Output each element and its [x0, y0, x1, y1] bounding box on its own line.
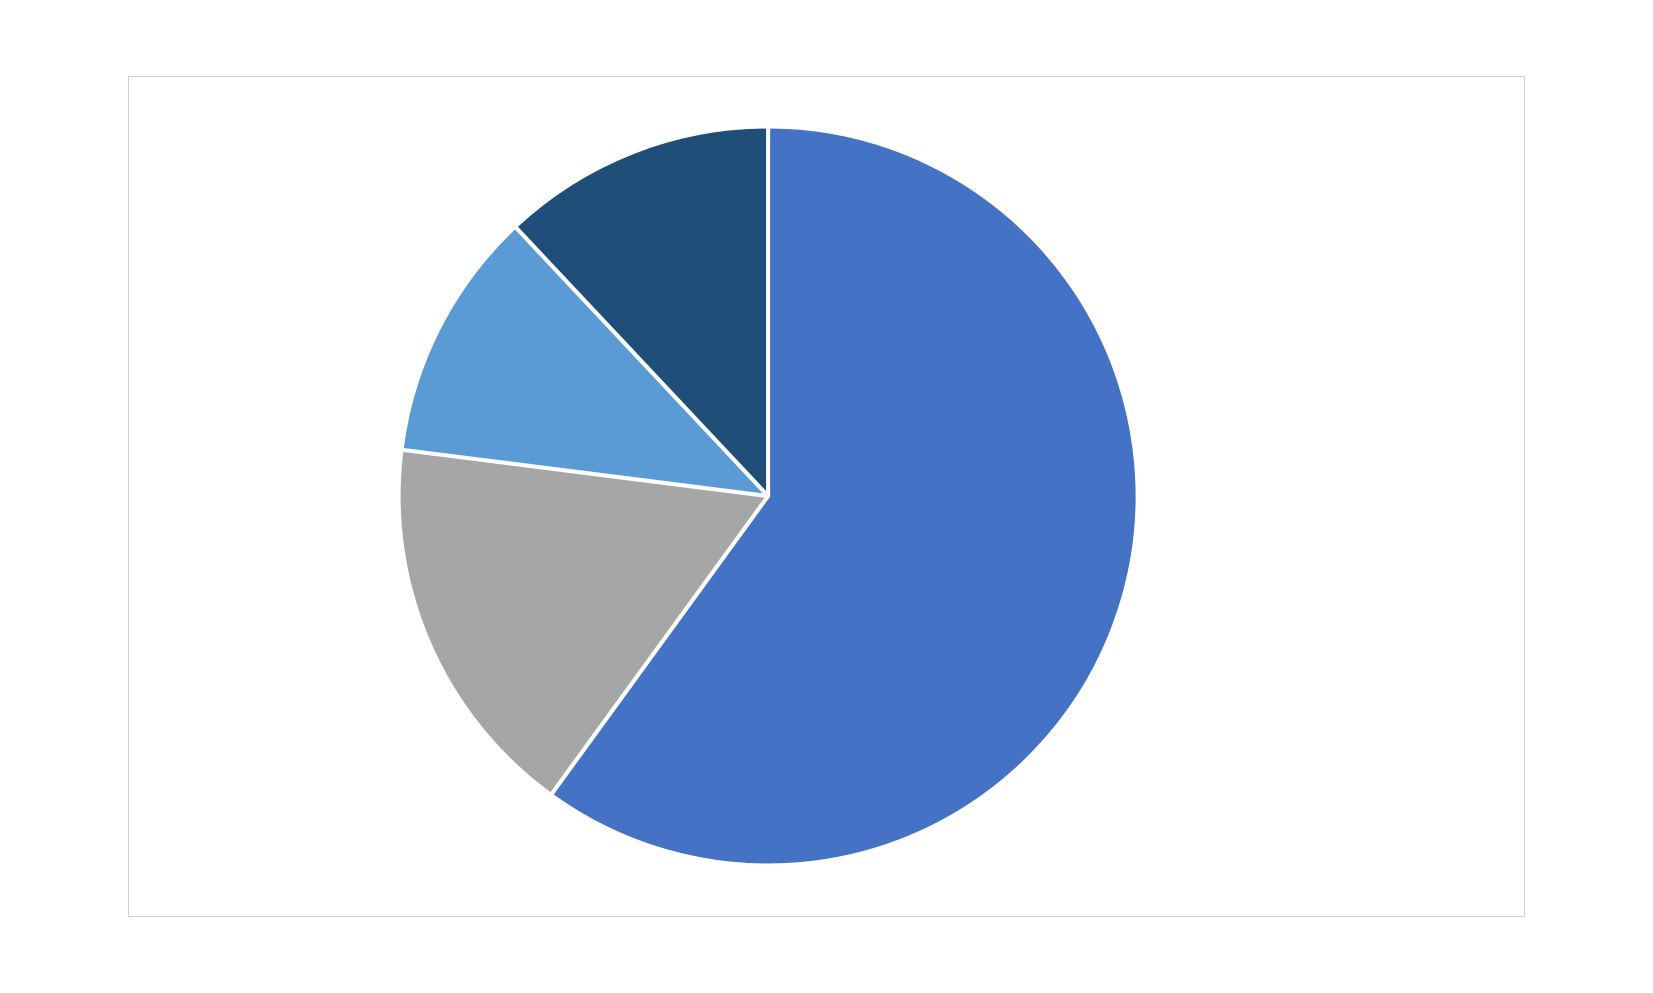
pie-chart [129, 76, 1524, 917]
pie-chart-container [128, 76, 1525, 917]
